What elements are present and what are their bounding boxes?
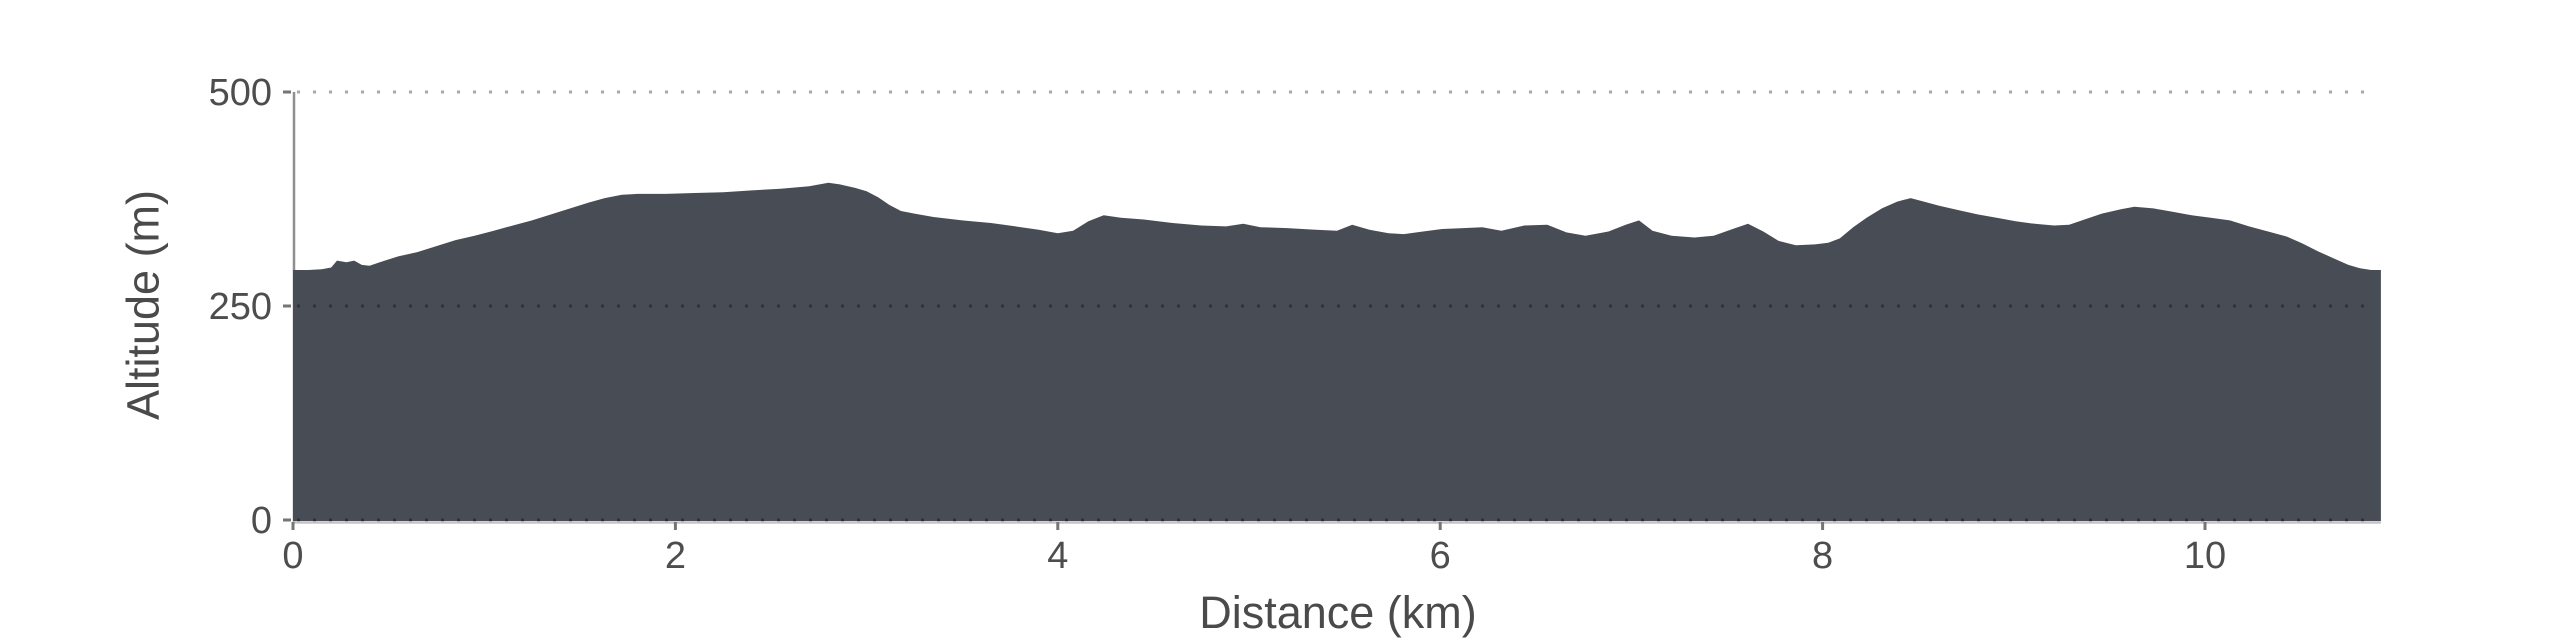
- y-tick-label-0: 0: [251, 500, 272, 542]
- y-tick-label-500: 500: [209, 72, 272, 114]
- y-tick-label-250: 250: [209, 286, 272, 328]
- x-tick-label-2: 2: [665, 535, 686, 577]
- x-axis-title: Distance (km): [1199, 587, 1477, 638]
- y-axis-title: Altitude (m): [117, 189, 169, 421]
- x-tick-label-10: 10: [2184, 535, 2226, 577]
- x-tick-label-6: 6: [1430, 535, 1451, 577]
- x-tick-label-0: 0: [282, 535, 303, 577]
- elevation-area: [293, 182, 2381, 521]
- x-tick-label-8: 8: [1812, 535, 1833, 577]
- x-tick-label-4: 4: [1047, 535, 1068, 577]
